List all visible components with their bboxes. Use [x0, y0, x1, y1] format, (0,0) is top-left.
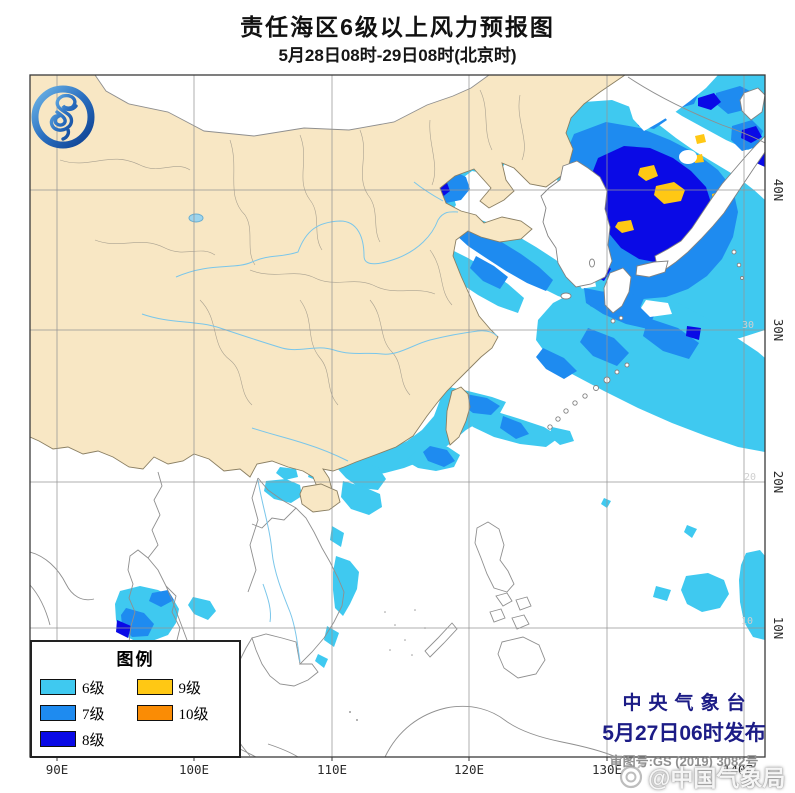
legend-box: 图例 6级 7级 8级 9级 10级	[30, 640, 241, 758]
lon-label-110e: 110E	[316, 762, 348, 777]
taiwan-island	[445, 386, 471, 446]
map-license-number: 审图号:GS (2019) 3082号	[609, 754, 759, 769]
shikoku-island	[635, 260, 669, 278]
korea-japan-land	[540, 87, 765, 430]
mongolia-region	[94, 75, 490, 137]
issue-time: 5月27日06时发布	[602, 722, 766, 745]
lon-label-90e: 90E	[45, 762, 69, 777]
inner-label-20: 20	[744, 472, 757, 483]
china-landmass	[30, 75, 626, 513]
borneo-coast	[384, 705, 617, 757]
lat-label-40n: 40N	[771, 178, 787, 202]
agency-name: 中央气象台	[622, 693, 753, 714]
province-borders	[59, 89, 525, 406]
inner-label-30: 30	[742, 320, 755, 331]
honshu-island	[654, 135, 765, 270]
lon-label-130e: 130E	[591, 762, 623, 777]
issuer-block: 中央气象台 5月27日06时发布	[598, 688, 770, 747]
pearl-river	[251, 427, 349, 462]
swatch-level6-icon	[40, 679, 76, 695]
tsushima-island	[589, 258, 595, 268]
legend-title: 图例	[116, 650, 155, 669]
yellow-river	[175, 211, 459, 278]
inner-label-10: 10	[741, 616, 754, 627]
swatch-level8-icon	[40, 731, 76, 747]
legend-item-6: 6级	[40, 674, 137, 700]
hainan-island	[299, 483, 341, 513]
lat-label-30n: 30N	[771, 318, 787, 342]
watermark: @中国气象局	[616, 758, 795, 793]
swatch-level10-icon	[136, 705, 173, 721]
legend-item-10: 10级	[136, 700, 234, 726]
mekong-river	[257, 479, 301, 663]
small-islets	[349, 609, 426, 721]
page-subtitle: 5月28日08时-29日08时(北京时)	[278, 46, 517, 65]
palawan-island	[424, 622, 458, 658]
rivers	[141, 181, 498, 663]
page-title: 责任海区6级以上风力预报图	[240, 14, 555, 40]
lat-label-10n: 10N	[771, 616, 787, 640]
dragon-glyph	[49, 93, 78, 141]
korea-peninsula	[540, 160, 613, 288]
watermark-swirl-icon	[619, 763, 646, 788]
jeju-island	[560, 292, 572, 300]
lon-label-100e: 100E	[178, 762, 210, 777]
hokkaido-area	[739, 87, 765, 121]
legend-grid: 6级 7级 8级 9级 10级	[32, 670, 239, 758]
lon-label-120e: 120E	[453, 762, 485, 777]
qinghai-lake	[188, 213, 204, 223]
legend-item-9: 9级	[136, 674, 234, 700]
legend-item-7: 7级	[40, 700, 137, 726]
yangtze-river	[141, 313, 498, 355]
legend-item-8: 8级	[40, 726, 137, 752]
mindanao-island	[497, 636, 546, 679]
kyushu-island	[603, 267, 632, 314]
luzon-island	[474, 521, 515, 593]
watermark-text: @中国气象局	[648, 764, 786, 791]
swatch-level9-icon	[136, 679, 173, 695]
wind-area-level9	[615, 134, 722, 233]
map-frame	[29, 74, 766, 758]
cma-logo	[31, 85, 95, 149]
swatch-level7-icon	[40, 705, 76, 721]
lat-label-20n: 20N	[771, 470, 787, 494]
sea-gaps	[453, 75, 718, 317]
lon-label-140e: 140E	[722, 762, 754, 777]
